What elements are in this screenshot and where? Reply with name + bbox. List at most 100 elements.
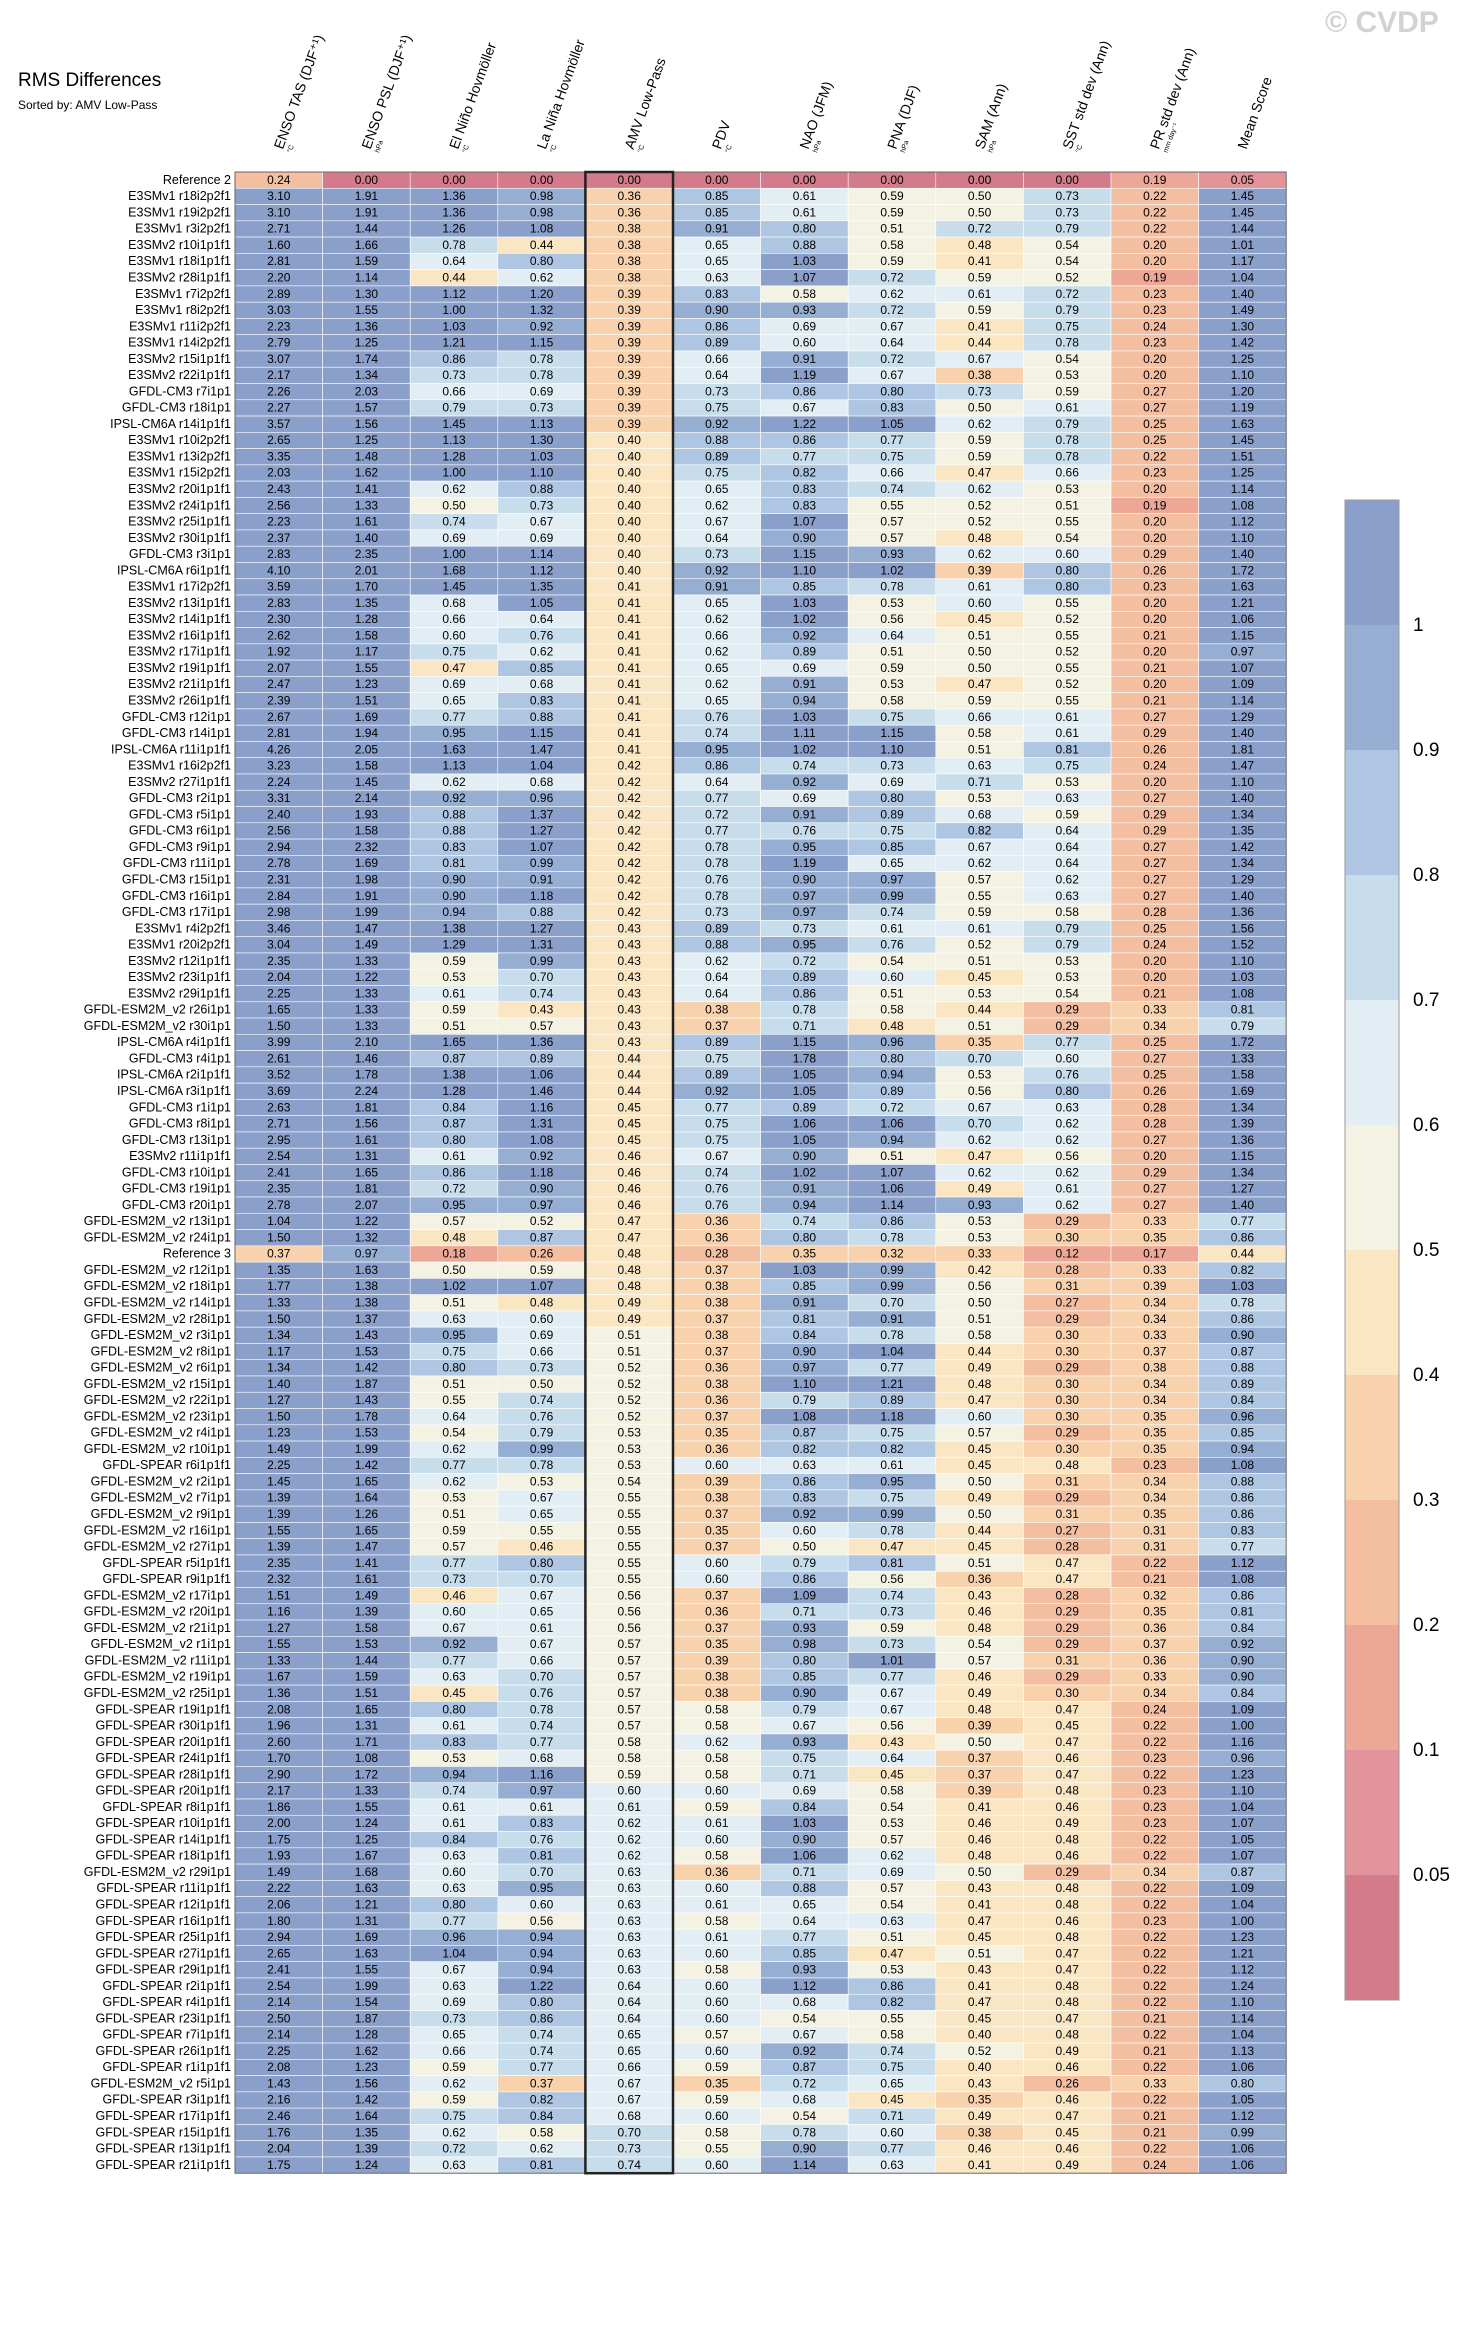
cell-value: 0.31: [1056, 1507, 1080, 1521]
cell-value: 0.47: [968, 466, 992, 480]
cell-value: 0.87: [1231, 1865, 1255, 1879]
cell-value: 1.42: [355, 1458, 379, 1472]
cell-value: 0.90: [1231, 1653, 1255, 1667]
row-label: GFDL-SPEAR r1i1p1f1: [102, 2060, 231, 2074]
cell-value: 0.38: [618, 222, 642, 236]
cell-value: 0.93: [968, 1198, 992, 1212]
cell-value: 0.22: [1143, 1979, 1167, 1993]
cell-value: 0.29: [1143, 807, 1167, 821]
cell-value: 0.29: [1056, 1426, 1080, 1440]
row-label: E3SMv1 r3i2p2f1: [135, 222, 231, 236]
cell-value: 1.40: [355, 531, 379, 545]
cell-value: 1.63: [355, 1946, 379, 1960]
cell-value: 0.60: [705, 2044, 729, 2058]
cell-value: 0.62: [530, 2142, 554, 2156]
cell-value: 0.35: [968, 1035, 992, 1049]
cell-value: 0.52: [618, 1361, 642, 1375]
cell-value: 0.90: [705, 303, 729, 317]
cell-value: 0.51: [880, 1930, 904, 1944]
cell-value: 0.80: [880, 1051, 904, 1065]
cell-value: 0.81: [793, 1312, 817, 1326]
cell-value: 0.43: [618, 938, 642, 952]
cell-value: 0.70: [968, 1051, 992, 1065]
cell-value: 0.53: [618, 1426, 642, 1440]
cell-value: 0.94: [1231, 1442, 1255, 1456]
cell-value: 1.43: [355, 1393, 379, 1407]
cell-value: 1.62: [355, 2044, 379, 2058]
cell-value: 0.60: [618, 1784, 642, 1798]
cell-value: 0.23: [1143, 303, 1167, 317]
cell-value: 0.86: [793, 986, 817, 1000]
cell-value: 0.28: [1056, 1263, 1080, 1277]
cell-value: 0.57: [880, 1832, 904, 1846]
cell-value: 0.96: [880, 1035, 904, 1049]
cell-value: 0.89: [880, 807, 904, 821]
cell-value: 0.54: [793, 2011, 817, 2025]
cell-value: 0.59: [880, 189, 904, 203]
cell-value: 0.54: [880, 954, 904, 968]
cell-value: 0.85: [793, 1279, 817, 1293]
cell-value: 0.67: [705, 515, 729, 529]
cell-value: 0.53: [1056, 954, 1080, 968]
cell-value: 0.56: [968, 1279, 992, 1293]
cell-value: 0.64: [442, 254, 466, 268]
cell-value: 0.20: [1143, 954, 1167, 968]
cell-value: 2.40: [267, 807, 291, 821]
cell-value: 0.52: [618, 1409, 642, 1423]
cell-value: 0.69: [880, 1865, 904, 1879]
cell-value: 0.74: [793, 759, 817, 773]
cell-value: 0.35: [705, 2076, 729, 2090]
cell-value: 0.00: [880, 173, 904, 187]
cell-value: 0.87: [793, 1426, 817, 1440]
cell-value: 0.94: [530, 1930, 554, 1944]
cell-value: 0.59: [442, 1003, 466, 1017]
cell-value: 1.39: [1231, 1117, 1255, 1131]
cell-value: 0.51: [618, 1328, 642, 1342]
cell-value: 0.68: [530, 1751, 554, 1765]
cell-value: 0.73: [442, 1572, 466, 1586]
cell-value: 0.51: [880, 645, 904, 659]
cell-value: 0.88: [1231, 1361, 1255, 1375]
cell-value: 0.71: [880, 2109, 904, 2123]
cell-value: 1.00: [1231, 1719, 1255, 1733]
cell-value: 1.15: [530, 336, 554, 350]
cell-value: 0.76: [530, 1686, 554, 1700]
cell-value: 0.59: [530, 1263, 554, 1277]
cell-value: 0.24: [1143, 759, 1167, 773]
cell-value: 1.48: [355, 449, 379, 463]
cell-value: 0.77: [793, 449, 817, 463]
cell-value: 1.47: [355, 1540, 379, 1554]
cell-value: 0.39: [968, 563, 992, 577]
cell-value: 0.57: [442, 1540, 466, 1554]
cell-value: 2.43: [267, 482, 291, 496]
cell-value: 1.03: [1231, 1279, 1255, 1293]
cell-value: 3.07: [267, 352, 291, 366]
cell-value: 1.32: [530, 303, 554, 317]
cell-value: 0.47: [1056, 1572, 1080, 1586]
cell-value: 0.53: [968, 1214, 992, 1228]
cell-value: 0.35: [705, 1426, 729, 1440]
cell-value: 1.81: [355, 1100, 379, 1114]
cell-value: 0.41: [968, 1897, 992, 1911]
cell-value: 0.58: [705, 1914, 729, 1928]
cell-value: 0.42: [618, 775, 642, 789]
cell-value: 1.45: [1231, 205, 1255, 219]
cell-value: 0.83: [1231, 1523, 1255, 1537]
cell-value: 0.72: [442, 2142, 466, 2156]
cell-value: 0.98: [530, 189, 554, 203]
cell-value: 0.47: [618, 1214, 642, 1228]
cell-value: 1.44: [355, 222, 379, 236]
cell-value: 0.69: [530, 1328, 554, 1342]
cell-value: 0.41: [968, 1800, 992, 1814]
cell-value: 0.70: [530, 1865, 554, 1879]
cell-value: 0.82: [793, 1442, 817, 1456]
cell-value: 0.67: [793, 1719, 817, 1733]
cell-value: 0.61: [705, 1816, 729, 1830]
cell-value: 0.46: [1056, 1849, 1080, 1863]
cell-value: 0.50: [530, 1377, 554, 1391]
cell-value: 1.56: [355, 1117, 379, 1131]
cell-value: 0.93: [880, 547, 904, 561]
cell-value: 0.63: [968, 759, 992, 773]
cell-value: 0.62: [968, 482, 992, 496]
cell-value: 0.00: [355, 173, 379, 187]
